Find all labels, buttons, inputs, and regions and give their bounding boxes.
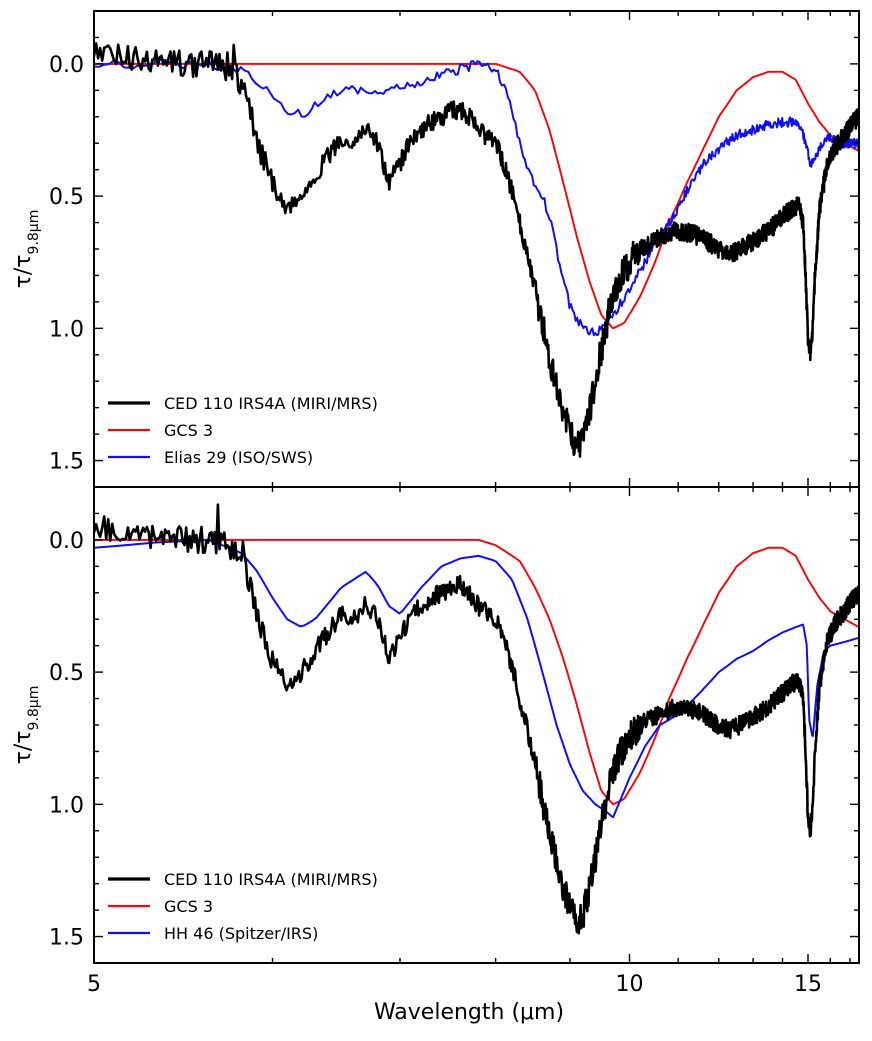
legend-label-gcs-3: GCS 3 [164,897,213,916]
top-panel-tick-labels: 0.0 0.5 1.0 1.5 [49,53,84,475]
x-tick-label: 15 [794,972,822,997]
series-line-elias-29-iso-sws [94,58,859,337]
y-tick-label: 0.0 [49,529,84,554]
top-panel-legend: CED 110 IRS4A (MIRI/MRS) GCS 3 Elias 29 (I… [108,394,378,467]
series-line-gcs-3 [94,62,859,330]
series-line-ced-110-irs4a-miri-mrs [94,42,859,458]
x-tick-label: 10 [616,972,644,997]
series-line-hh-46-spitzer-irs [94,538,859,819]
legend-label-ced-110-irs4a-miri-mrs: CED 110 IRS4A (MIRI/MRS) [164,394,378,413]
y-tick-label: 1.5 [49,450,84,475]
series-line-gcs-3 [94,538,859,806]
bottom-panel-legend: CED 110 IRS4A (MIRI/MRS) GCS 3 HH 46 (Spit… [108,870,378,943]
y-axis-label-main: τ/τ [11,730,36,764]
series-line-ced-110-irs4a-miri-mrs [94,503,859,935]
legend-label-ced-110-irs4a-miri-mrs: CED 110 IRS4A (MIRI/MRS) [164,870,378,889]
legend-label-elias-29-iso-sws: Elias 29 (ISO/SWS) [164,448,313,467]
bottom-panel-plot-lines [94,503,859,935]
bottom-panel-frame [93,486,860,964]
y-tick-label: 0.0 [49,53,84,78]
top-panel: 0.0 0.5 1.0 1.5 CED 110 IRS4A (MIRI/MRS) GCS… [11,10,860,488]
x-tick-label: 5 [87,972,101,997]
y-tick-label: 1.0 [49,793,84,818]
y-axis-label-subscript: 9.8μm [26,210,42,255]
legend-label-gcs-3: GCS 3 [164,421,213,440]
y-tick-label: 0.5 [49,661,84,686]
y-tick-label: 0.5 [49,185,84,210]
legend-label-hh-46-spitzer-irs: HH 46 (Spitzer/IRS) [164,924,318,943]
y-axis-label-subscript: 9.8μm [26,686,42,731]
top-panel-plot-lines [94,42,859,458]
bottom-panel-y-axis-label: τ/τ9.8μm [11,686,42,765]
y-axis-label-main: τ/τ [11,254,36,288]
y-tick-label: 1.5 [49,926,84,951]
x-axis-label: Wavelength (μm) [374,1000,564,1025]
top-panel-y-axis-label: τ/τ9.8μm [11,210,42,289]
bottom-panel-tick-labels: 0.0 0.5 1.0 1.55 10 15 [49,529,822,997]
bottom-panel: 0.0 0.5 1.0 1.55 10 15 CED 110 IRS4A (MIRI/MR… [11,486,860,997]
y-tick-label: 1.0 [49,317,84,342]
